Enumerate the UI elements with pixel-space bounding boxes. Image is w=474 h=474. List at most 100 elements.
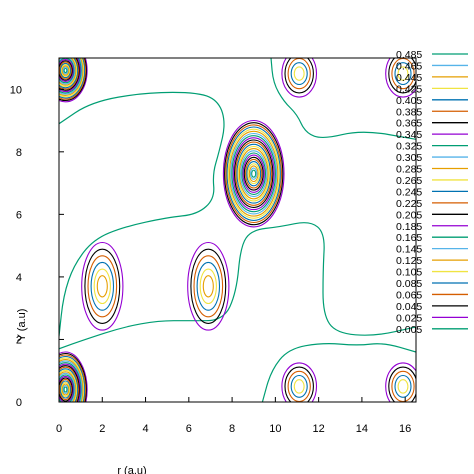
contour-ring-0-9 [59,58,80,91]
contour-ring-6-4 [397,66,409,81]
contour-ring-1-5 [59,359,84,402]
contour-ring-0-2 [59,58,86,100]
contour-ring-4-0 [187,241,230,331]
contour-ring-6-3 [394,62,412,86]
legend-label: 0.005 [396,324,422,336]
contour-ring-0-20 [60,64,71,77]
legend-label: 0.365 [396,118,422,130]
contour-ring-7-1 [284,366,314,402]
contour-ring-6-1 [388,58,416,94]
contour-ring-2-5 [229,130,279,217]
legend-label: 0.405 [396,95,422,107]
contour-ring-1-2 [59,354,86,402]
contour-ring-0-6 [59,58,83,95]
contour-ring-0-10 [59,58,79,90]
contour-ring-1-12 [59,369,78,402]
legend-label: 0.485 [396,49,422,61]
legend-label: 0.165 [396,232,422,244]
contour-ring-4-5 [202,275,214,298]
contour-ring-0-12 [59,58,78,88]
contour-ring-1-22 [62,384,69,395]
x-tick-label: 12 [313,423,325,435]
contour-ring-0-1 [59,58,87,102]
contour-ring-8-4 [397,379,409,394]
legend-label: 0.145 [396,244,422,256]
x-axis-label: r (a.u) [117,465,146,474]
contour-ring-8-3 [394,374,412,398]
contour-ring-2-20 [247,163,260,185]
contour-ring-7-4 [293,379,305,394]
contour-ring-1-8 [59,363,81,402]
contour-ring-2-18 [245,158,263,189]
contour-ring-2-3 [226,126,281,221]
contour-ring-1-14 [59,372,76,402]
contour-ring-1-6 [59,360,83,402]
contour-ring-4-1 [190,248,227,324]
contour-ring-3-4 [93,268,111,305]
contour-ring-2-1 [224,122,284,226]
legend-label: 0.305 [396,152,422,164]
plot-frame [58,57,417,403]
contour-ring-3-3 [90,261,115,311]
y-tick-label: 10 [10,84,22,96]
contour-ring-0-3 [59,58,86,99]
x-tick-label: 16 [399,423,411,435]
contour-ring-2-4 [227,128,280,219]
contour-ring-1-13 [59,371,77,402]
contour-ring-5-3 [290,62,308,86]
contour-ring-2-17 [243,156,264,191]
contour-ring-0-22 [62,66,69,75]
legend-label: 0.085 [396,278,422,290]
contour-ring-2-6 [230,132,278,215]
contour-ring-1-23 [63,386,68,393]
contour-ring-2-2 [225,124,283,224]
y-tick-label: 8 [16,147,22,159]
x-tick-label: 14 [356,423,368,435]
contour-ring-4-4 [199,268,217,305]
contour-ring-1-0 [59,351,88,402]
legend-label: 0.045 [396,301,422,313]
x-axis-ticks: 0 2 4 6 8 10 12 14 16 [56,397,411,435]
contour-ring-1-7 [59,362,82,402]
legend-label: 0.225 [396,198,422,210]
legend-label: 0.125 [396,255,422,267]
contour-ring-0-4 [59,58,85,98]
outer-contour-upper [59,91,225,337]
contour-ring-1-9 [59,365,80,402]
contour-ring-2-0 [222,119,285,228]
contour-ring-2-14 [240,150,268,198]
contour-ring-5-1 [284,58,314,94]
y-tick-label: 0 [16,397,22,409]
contour-ring-8-1 [388,366,416,402]
contour-ring-1-15 [59,374,75,402]
legend-label: 0.385 [396,106,422,118]
contour-ring-0-0 [59,58,88,103]
contour-ring-0-19 [60,62,71,79]
contour-ring-1-1 [59,352,87,402]
contour-ring-1-17 [59,377,73,402]
contour-ring-1-11 [59,368,79,402]
legend-label: 0.265 [396,175,422,187]
x-tick-label: 6 [186,423,192,435]
legend-label: 0.445 [396,72,422,84]
contour-ring-2-11 [236,143,271,204]
legend-label: 0.185 [396,221,422,233]
contour-ring-2-8 [232,137,275,211]
outer-contour-upper_right [270,58,416,140]
contour-ring-5-4 [293,66,305,81]
y-tick-label: 2 [16,334,22,346]
contour-ring-0-5 [59,58,84,96]
contour-ring-2-12 [237,145,270,202]
x-tick-label: 10 [269,423,281,435]
contour-ring-0-11 [59,58,79,89]
contour-ring-1-18 [59,378,72,401]
contour-ring-2-7 [231,135,276,213]
contour-ring-2-23 [251,169,257,178]
contour-ring-0-8 [59,58,81,93]
y-axis-ticks: 0 2 4 6 8 10 [10,84,64,409]
contour-ring-1-3 [59,355,86,402]
contour-ring-4-2 [193,255,224,318]
x-tick-label: 4 [142,423,148,435]
contour-ring-2-9 [233,139,274,208]
